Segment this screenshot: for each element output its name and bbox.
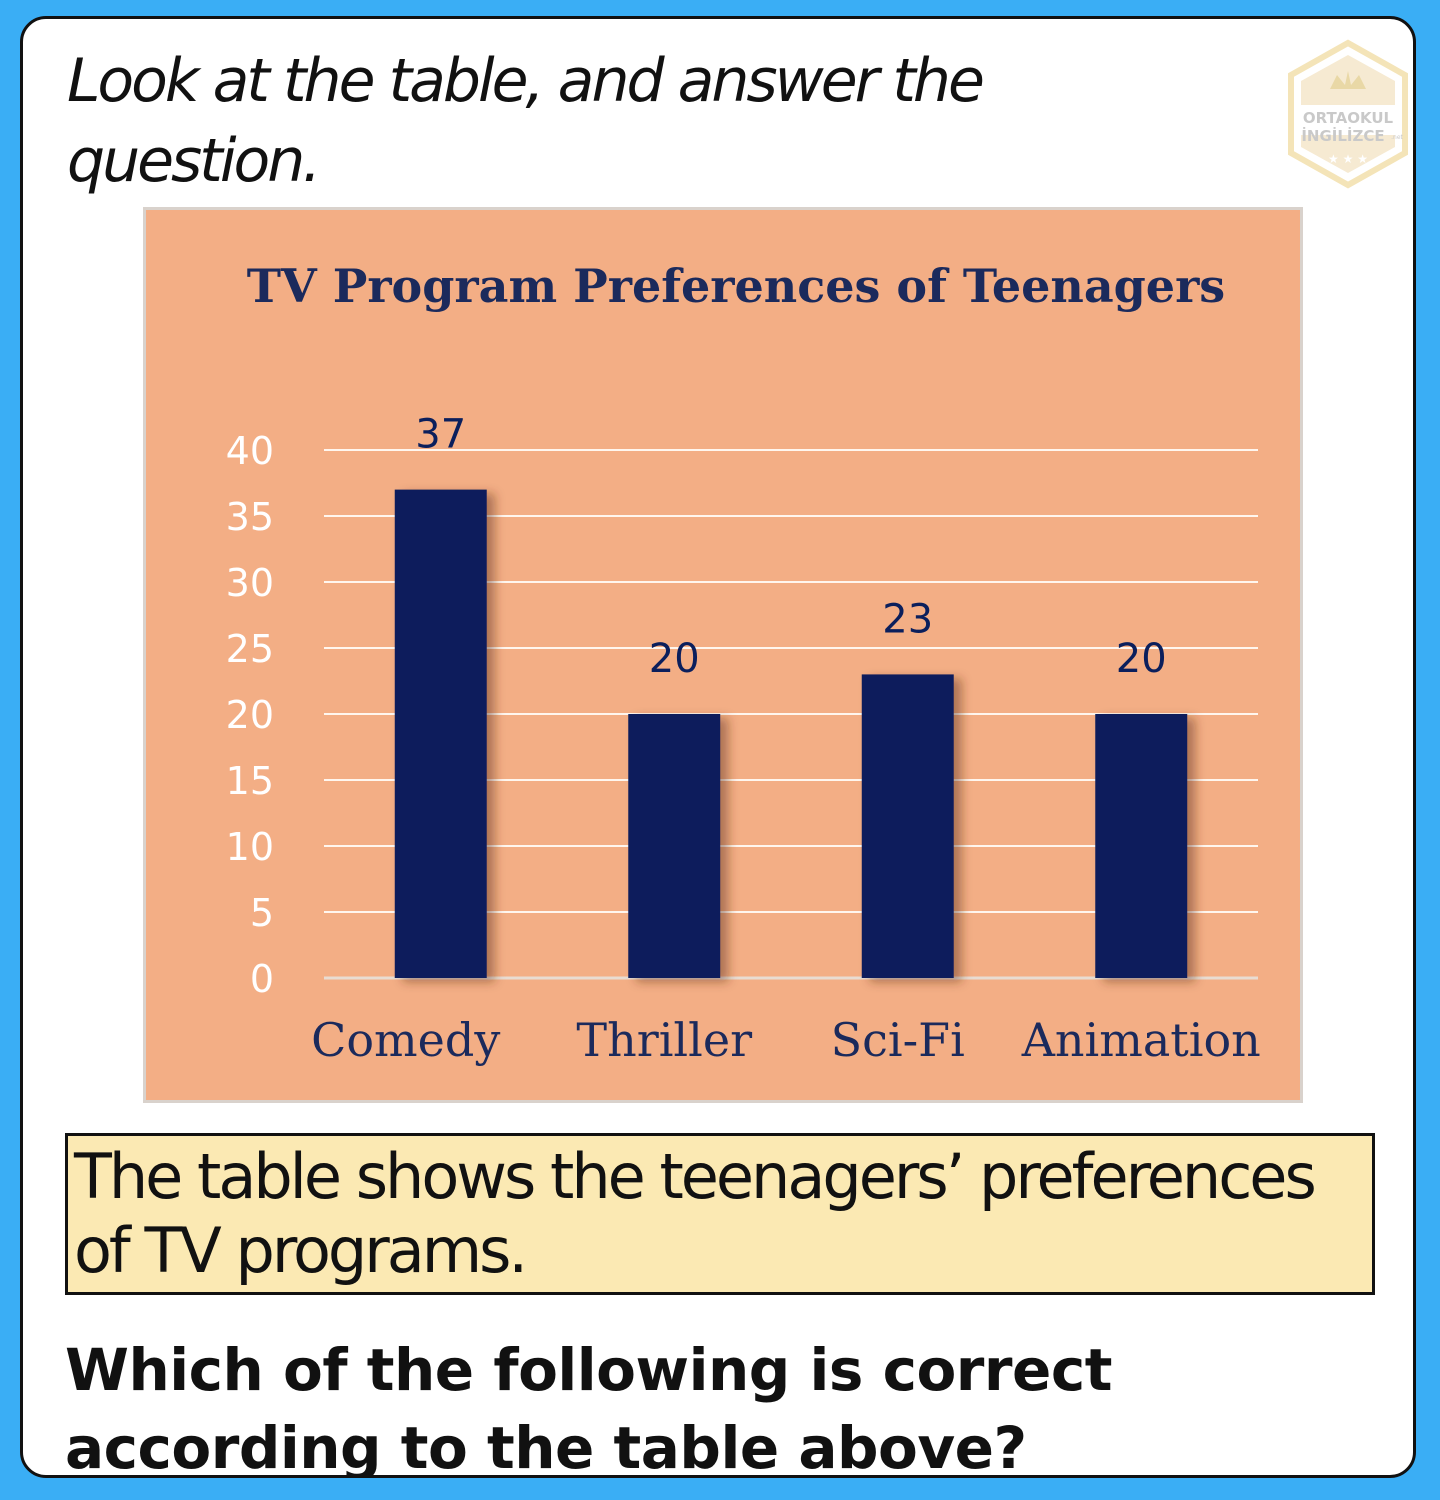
logo-badge-icon: ORTAOKUL İNGİLİZCE .net ★ ★ ★ <box>1288 39 1408 189</box>
y-tick-label-10: 10 <box>226 825 274 869</box>
bar-comedy <box>394 489 487 978</box>
bar-sci-fi <box>861 674 954 978</box>
svg-text:★ ★ ★: ★ ★ ★ <box>1328 152 1368 166</box>
bar-animation <box>1095 714 1188 978</box>
logo-suffix: .net <box>1391 134 1403 141</box>
y-tick-label-25: 25 <box>226 627 274 671</box>
value-label-comedy: 37 <box>415 412 466 458</box>
y-tick-label-30: 30 <box>226 561 274 605</box>
y-tick-label-15: 15 <box>226 759 274 803</box>
chart-title: TV Program Preferences of Teenagers <box>247 259 1225 313</box>
y-tick-label-35: 35 <box>226 495 274 539</box>
instruction-text: Look at the table, and answer the questi… <box>67 46 985 196</box>
chart-canvas: TV Program Preferences of Teenagers 0 5 10… <box>226 259 1261 1067</box>
category-label-sci-fi: Sci-Fi <box>831 1013 965 1067</box>
category-label-thriller: Thriller <box>576 1013 752 1067</box>
y-tick-label-20: 20 <box>226 693 274 737</box>
statement-box: The table shows the teenagers’ preferenc… <box>65 1133 1375 1295</box>
y-axis-ticks: 0 5 10 15 20 25 30 35 40 <box>226 429 274 1001</box>
bar-chart: TV Program Preferences of Teenagers 0 5 10… <box>143 207 1303 1103</box>
y-tick-label-0: 0 <box>250 957 274 1001</box>
question-card: Look at the table, and answer the questi… <box>20 16 1416 1478</box>
category-labels: Comedy Thriller Sci-Fi Animation <box>311 1013 1261 1067</box>
category-label-animation: Animation <box>1021 1013 1261 1067</box>
category-label-comedy: Comedy <box>311 1013 500 1067</box>
y-tick-label-5: 5 <box>250 891 274 935</box>
bar-thriller <box>628 714 721 978</box>
value-label-animation: 20 <box>1116 636 1167 682</box>
brand-logo: ORTAOKUL İNGİLİZCE .net ★ ★ ★ <box>1285 39 1411 189</box>
logo-line1: ORTAOKUL <box>1303 109 1394 127</box>
logo-line2: İNGİLİZCE <box>1301 126 1384 145</box>
value-label-sci-fi: 23 <box>882 596 933 642</box>
y-tick-label-40: 40 <box>226 429 274 473</box>
value-labels: 37 20 23 20 <box>415 412 1166 682</box>
question-text: Which of the following is correct accord… <box>65 1336 1112 1478</box>
bars <box>394 489 1188 978</box>
value-label-thriller: 20 <box>649 636 700 682</box>
